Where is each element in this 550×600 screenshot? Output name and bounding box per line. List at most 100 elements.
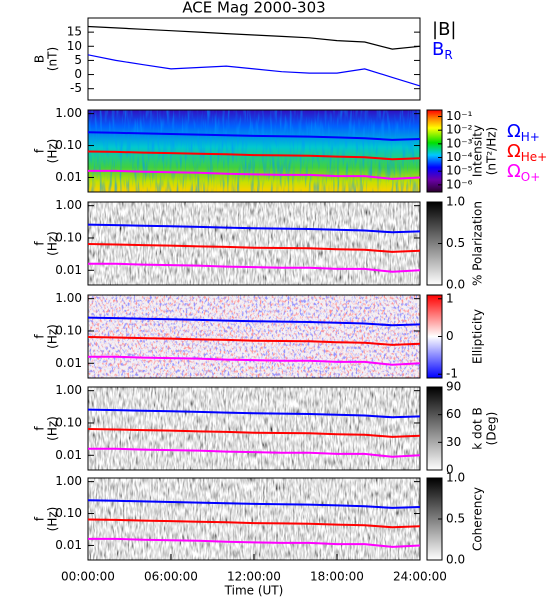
colorbar-tick-label: 1.0 xyxy=(446,195,465,209)
data-line xyxy=(88,447,421,458)
data-line xyxy=(87,243,421,253)
y-tick-label: 0.10 xyxy=(55,506,82,520)
y-axis-label: f xyxy=(33,334,47,339)
legend-subscript: He+ xyxy=(521,150,547,164)
y-axis-label: f xyxy=(33,516,47,521)
y-tick-label: 1.00 xyxy=(55,106,82,120)
colorbar-label: (Deg) xyxy=(485,412,499,446)
data-line xyxy=(87,150,421,161)
colorbar xyxy=(426,109,443,193)
data-line xyxy=(87,223,421,234)
y-tick-label: 0.01 xyxy=(55,263,82,277)
legend-name: Ω xyxy=(507,121,521,142)
y-tick-label: 0.01 xyxy=(55,356,82,370)
x-tick-label: 06:00:00 xyxy=(144,570,198,584)
colorbar-tick-label: 1 xyxy=(446,291,454,305)
y-axis-label: (Hz) xyxy=(46,231,60,256)
y-tick-label: 5 xyxy=(74,53,82,67)
data-line xyxy=(87,25,421,50)
y-axis-label: f xyxy=(33,148,47,153)
y-axis-label: (Hz) xyxy=(46,416,60,441)
colorbar-tick-label: 10⁻⁴ xyxy=(446,150,473,164)
y-tick-label: 0.10 xyxy=(55,138,82,152)
y-tick-label: 0.01 xyxy=(55,170,82,184)
spectrogram-texture xyxy=(88,387,420,470)
y-tick-label: -5 xyxy=(70,81,82,95)
colorbar-label: Intensity xyxy=(471,125,485,177)
colorbar xyxy=(426,386,443,471)
colorbar-label: % Polarization xyxy=(471,201,485,286)
y-axis-label: f xyxy=(33,241,47,246)
legend-label: ΩHe+ xyxy=(507,141,547,164)
colorbar-tick-label: 0 xyxy=(446,329,454,343)
y-axis-label: (Hz) xyxy=(46,507,60,532)
legend-name: Ω xyxy=(507,141,521,162)
spectrogram-texture xyxy=(88,202,420,285)
spectrogram-texture xyxy=(88,478,420,560)
data-line xyxy=(87,336,421,346)
y-tick-label: 0.01 xyxy=(55,538,82,552)
y-axis-label: B xyxy=(33,55,47,63)
legend-subscript: H+ xyxy=(521,130,540,144)
spectrogram-texture xyxy=(88,295,420,378)
colorbar-tick-label: 0.5 xyxy=(446,512,465,526)
colorbar-tick-label: 10⁻⁶ xyxy=(446,177,473,191)
x-tick-label: 18:00:00 xyxy=(310,570,364,584)
data-line xyxy=(88,355,421,366)
colorbar-label: k dot B xyxy=(471,407,485,449)
data-line xyxy=(87,428,421,438)
data-line xyxy=(88,537,421,548)
colorbar-tick-label: 10⁻³ xyxy=(446,136,473,150)
colorbar-tick-label: 30 xyxy=(446,435,461,449)
colorbar-tick-label: 1.0 xyxy=(446,471,465,485)
data-line xyxy=(87,131,421,141)
legend-label: ΩH+ xyxy=(507,121,540,144)
y-tick-label: 0.01 xyxy=(55,448,82,462)
colorbar-tick-label: 90 xyxy=(446,380,461,394)
y-tick-label: 1.00 xyxy=(55,474,82,488)
plot-frame xyxy=(87,386,421,471)
x-tick-label: 24:00:00 xyxy=(393,570,447,584)
colorbar-tick-label: 10⁻⁵ xyxy=(446,164,473,178)
colorbar-label: Coherency xyxy=(471,487,485,551)
colorbar-label: (nT²/Hz) xyxy=(485,127,499,175)
y-axis-label: (nT) xyxy=(46,47,60,71)
colorbar-tick-label: 0.5 xyxy=(446,236,465,250)
legend-subscript: O+ xyxy=(521,170,541,184)
plot-frame xyxy=(87,109,421,193)
data-line xyxy=(87,408,421,419)
y-tick-label: 0.10 xyxy=(55,415,82,429)
y-tick-label: 0 xyxy=(74,67,82,81)
colorbar-tick-label: 0.0 xyxy=(446,553,465,567)
y-tick-label: 0.10 xyxy=(55,230,82,244)
legend-label: BR xyxy=(432,39,453,62)
colorbar-label: Ellipticity xyxy=(471,309,485,364)
plot-frame xyxy=(87,17,421,101)
data-line xyxy=(87,518,421,529)
legend-label: ΩO+ xyxy=(507,161,540,184)
plot-frame xyxy=(87,294,421,379)
chart-title: ACE Mag 2000-303 xyxy=(182,0,325,17)
y-tick-label: 1.00 xyxy=(55,383,82,397)
colorbar-tick-label: 10⁻² xyxy=(446,123,473,137)
y-tick-label: 1.00 xyxy=(55,198,82,212)
colorbar-tick-label: 0.0 xyxy=(446,278,465,292)
legend-name: B xyxy=(432,39,444,60)
legend-name: Ω xyxy=(507,161,521,182)
y-tick-label: 10 xyxy=(67,39,82,53)
colorbar-tick-label: -1 xyxy=(446,367,458,381)
x-axis-label: Time (UT) xyxy=(224,584,284,598)
data-line xyxy=(88,169,421,180)
x-tick-label: 00:00:00 xyxy=(61,570,115,584)
data-line xyxy=(87,316,421,327)
colorbar-tick-label: 60 xyxy=(446,407,461,421)
colorbar-tick-label: 0 xyxy=(446,463,454,477)
data-line xyxy=(87,54,421,87)
y-tick-label: 0.10 xyxy=(55,323,82,337)
legend-name: |B| xyxy=(432,19,456,40)
data-line xyxy=(87,499,421,509)
y-tick-label: 15 xyxy=(67,25,82,39)
y-tick-label: 1.00 xyxy=(55,291,82,305)
plot-frame xyxy=(87,201,421,286)
